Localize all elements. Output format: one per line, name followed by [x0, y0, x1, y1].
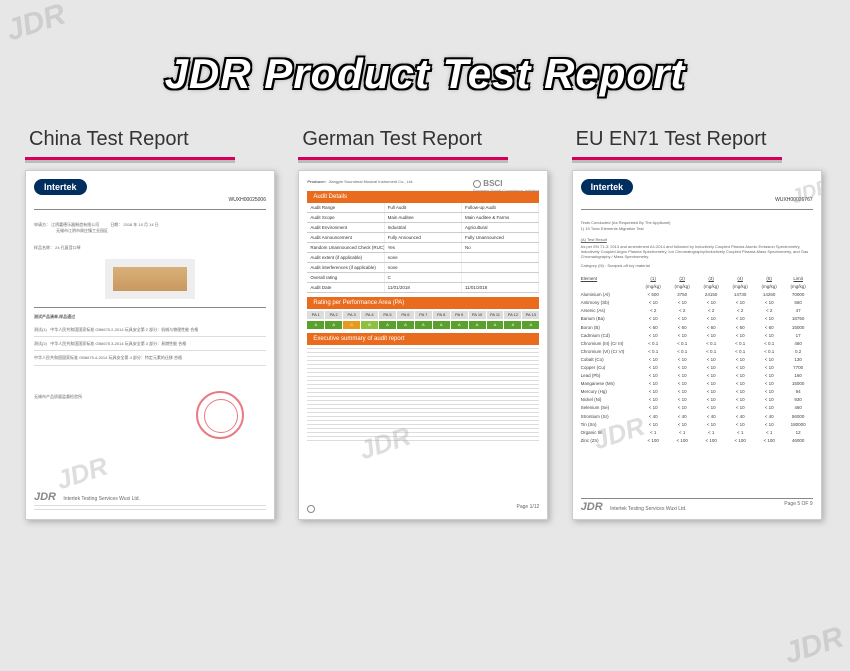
- doc-footer: JDR Intertek Testing Services Wuxi Ltd.: [34, 491, 266, 513]
- watermark: JDR: [52, 451, 111, 497]
- date-label: 日期：: [110, 222, 122, 227]
- element-row: Arsenic (As)< 2< 2< 2< 2< 247: [581, 307, 813, 315]
- bsci-label: BSCI: [483, 179, 502, 188]
- doc-footer: Page 1/12: [307, 504, 539, 513]
- element-row: Nickel (Ni)< 10< 10< 10< 10< 10930: [581, 396, 813, 404]
- audit-row: Audit extent (if applicable)none: [307, 253, 539, 263]
- product-photo: [105, 259, 195, 299]
- element-row: Strontium (Sr)< 40< 40< 40< 40< 4056000: [581, 413, 813, 421]
- element-row: Antimony (Sb)< 10< 10< 10< 10< 10560: [581, 299, 813, 307]
- underline: [572, 157, 782, 160]
- doc-number: WUXH00025006: [34, 197, 266, 203]
- element-row: Boron (B)< 60< 60< 60< 60< 6015000: [581, 324, 813, 332]
- applicant-label: 申请方：: [34, 222, 50, 227]
- element-row: Zinc (Zn)< 100< 100< 100< 100< 10046000: [581, 437, 813, 445]
- perf-title: Rating per Performance Area (PA): [307, 297, 539, 309]
- sample: 24 孔复音口琴: [55, 245, 81, 250]
- stamp-icon: [196, 391, 244, 439]
- audit-row: Audit ScopeMain AuditeeMain Auditee & Fa…: [307, 213, 539, 223]
- audit-row: Overall ratingC: [307, 273, 539, 283]
- element-row: Manganese (Mn)< 10< 10< 10< 10< 1015000: [581, 380, 813, 388]
- standard2: 中华人民共和国国家标准 GB6675.3-2014 玩具安全第 3 部分：易燃性…: [50, 341, 186, 346]
- audit-row: Audit Date11/01/201811/01/2018: [307, 283, 539, 293]
- main-title: JDR Product Test Report: [0, 0, 850, 98]
- element-row: Chromium (VI) (Cr VI)< 0.1< 0.1< 0.1< 0.…: [581, 348, 813, 356]
- result-title: (A) Test Result: [581, 237, 813, 243]
- element-row: Cobalt (Co)< 10< 10< 10< 10< 10130: [581, 356, 813, 364]
- element-row: Tin (Sn)< 10< 10< 10< 10< 10180000: [581, 421, 813, 429]
- audit-row: Audit EnvironmentIndustrialAgricultural: [307, 223, 539, 233]
- page: Page 5 OF 9: [784, 501, 812, 507]
- underline: [298, 157, 508, 160]
- doc-eu: Intertek WUXH00026767 Tests Conducted (A…: [572, 170, 822, 520]
- audit-row: Audit AnnouncementFully AnnouncedFully U…: [307, 233, 539, 243]
- element-row: Barium (Ba)< 10< 10< 10< 10< 1018750: [581, 315, 813, 323]
- category: Category (III) : Scraped-off toy materia…: [581, 263, 813, 269]
- section1: 测试产品清单,样品通过: [34, 314, 266, 320]
- method: As per EN 71-3: 2013 and amendment A1:20…: [581, 245, 813, 259]
- audit-row: Random Unannounced Check (RUC)YesNo: [307, 243, 539, 253]
- element-row: Mercury (Hg)< 10< 10< 10< 10< 1094: [581, 388, 813, 396]
- element-row: Lead (Pb)< 10< 10< 10< 10< 10160: [581, 372, 813, 380]
- audit-row: Audit interferences (if applicable)none: [307, 263, 539, 273]
- watermark: JDR: [788, 175, 822, 209]
- doc-date: 2018 年 10 月 14 日: [123, 222, 158, 227]
- report-heading-eu: EU EN71 Test Report: [572, 128, 825, 151]
- summary-title: Executive summary of audit report: [307, 333, 539, 345]
- test-label-2: 测试(2): [34, 341, 47, 346]
- doc-number: WUXH00026767: [581, 197, 813, 203]
- summary-body: [307, 348, 539, 441]
- report-heading-china: China Test Report: [25, 128, 278, 151]
- producer-name: Jiangyin Soundreal Musical Instrument Co…: [328, 179, 413, 184]
- test-label-1: 测试(1): [34, 327, 47, 332]
- audit-row: Audit RangeFull AuditFollow-up Audit: [307, 203, 539, 213]
- audit-title: Audit Details: [307, 191, 539, 203]
- producer-label: Producer:: [307, 179, 326, 184]
- element-row: Copper (Cu)< 10< 10< 10< 10< 107700: [581, 364, 813, 372]
- underline: [25, 157, 235, 160]
- watermark: JDR: [780, 621, 848, 671]
- doc-german: Producer: Jiangyin Soundreal Musical Ins…: [298, 170, 548, 520]
- doc-china: Intertek WUXH00025006 申请方： 江阴嘉德乐器制造有限公司 …: [25, 170, 275, 520]
- element-table: Element(1)(2)(3)(4)(5)Limit(mg/kg)(mg/kg…: [581, 275, 813, 445]
- perf-headers: PA 1PA 2PA 3PA 4PA 5PA 6PA 7PA 8PA 9PA 1…: [307, 311, 539, 319]
- element-row: Selenium (Se)< 10< 10< 10< 10< 10460: [581, 404, 813, 412]
- report-heading-german: German Test Report: [298, 128, 551, 151]
- standard1: 中华人民共和国国家标准 GB6675.2-2014 玩具安全第 2 部分：机械与…: [50, 327, 198, 332]
- footer-logo: JDR: [34, 491, 56, 503]
- intertek-badge: Intertek: [34, 179, 87, 195]
- audit-grid: Audit RangeFull AuditFollow-up AuditAudi…: [307, 203, 539, 293]
- report-china: China Test Report Intertek WUXH00025006 …: [25, 128, 278, 520]
- bsci-sub: Business Social Compliance Initiative: [473, 188, 539, 193]
- bsci-logo: BSCI Business Social Compliance Initiati…: [473, 179, 539, 193]
- footer-name: Intertek Testing Services Wuxi Ltd.: [63, 496, 140, 502]
- reports-row: China Test Report Intertek WUXH00025006 …: [0, 98, 850, 540]
- footer-name: Intertek Testing Services Wuxi Ltd.: [610, 506, 687, 512]
- perf-values: AACBAAAAAAAAA: [307, 321, 539, 329]
- report-eu: EU EN71 Test Report Intertek WUXH0002676…: [572, 128, 825, 520]
- test1: 1) 19 Toxic Elements Migration Test: [581, 226, 813, 232]
- applicant: 江阴嘉德乐器制造有限公司: [51, 222, 99, 227]
- report-german: German Test Report Producer: Jiangyin So…: [298, 128, 551, 520]
- sample-label: 样品名称：: [34, 245, 54, 250]
- element-row: Cadmium (Cd)< 10< 10< 10< 10< 1017: [581, 332, 813, 340]
- doc-footer: JDR Intertek Testing Services Wuxi Ltd. …: [581, 492, 813, 513]
- intertek-badge: Intertek: [581, 179, 634, 195]
- footer-logo: JDR: [581, 501, 603, 513]
- element-row: Organic tin< 1< 1< 1< 1< 112: [581, 429, 813, 437]
- element-row: Aluminium (Al)< 500375024150147301426070…: [581, 291, 813, 299]
- page-label: Page 1/12: [517, 504, 540, 513]
- address: 无锡市江阴市周庄镇工业园区: [56, 228, 266, 234]
- standard3: 中华人民共和国国家标准 GB6675.4-2014 玩具安全第 4 部分：特定元…: [34, 355, 266, 361]
- element-row: Chromium (III) (Cr III)< 0.1< 0.1< 0.1< …: [581, 340, 813, 348]
